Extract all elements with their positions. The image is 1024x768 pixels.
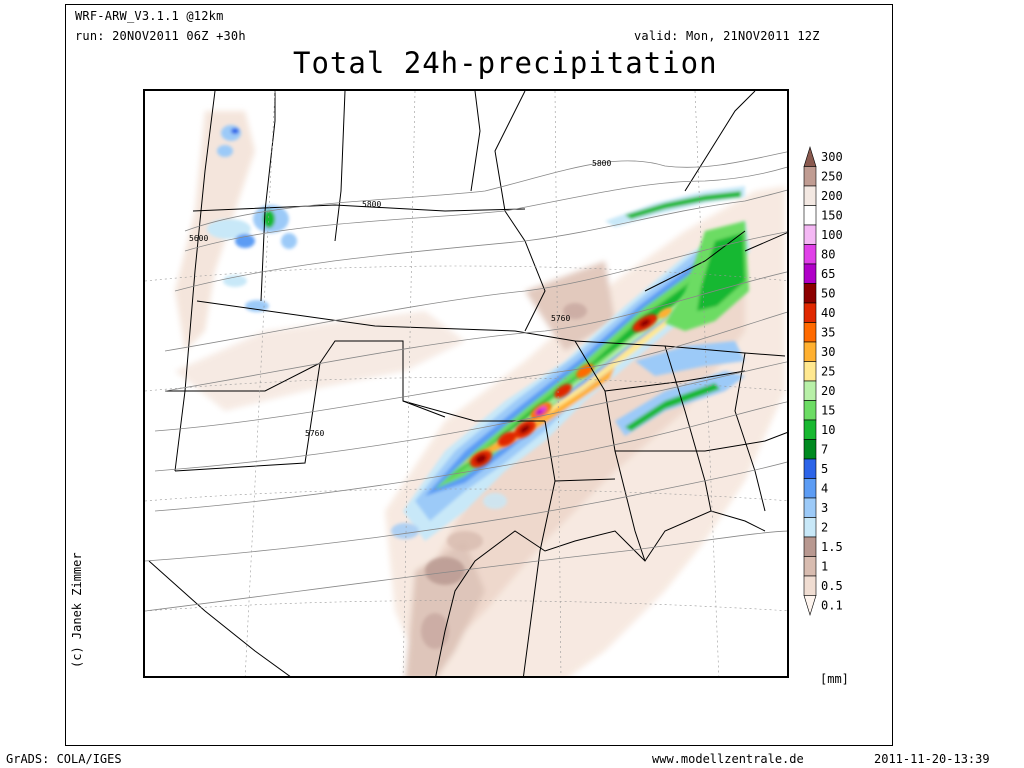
precip-heavy-cores bbox=[470, 307, 673, 468]
legend-label: 20 bbox=[821, 384, 835, 398]
legend-swatch bbox=[803, 497, 817, 518]
legend-swatch bbox=[803, 263, 817, 284]
legend-label: 4 bbox=[821, 481, 828, 495]
legend-swatch bbox=[803, 244, 817, 265]
legend-swatch bbox=[803, 536, 817, 557]
legend-swatch bbox=[803, 478, 817, 499]
legend-label: 35 bbox=[821, 325, 835, 339]
legend-label: 1 bbox=[821, 559, 828, 573]
legend-swatch bbox=[803, 400, 817, 421]
contour-label: 5760 bbox=[305, 429, 324, 438]
legend-label: 25 bbox=[821, 364, 835, 378]
legend-swatch bbox=[803, 205, 817, 226]
contour-label: 5800 bbox=[592, 159, 611, 168]
precipitation-map: 5800 5800 5600 5760 5760 bbox=[143, 89, 789, 678]
height-contours bbox=[145, 151, 787, 612]
political-boundaries bbox=[148, 91, 787, 676]
legend-unit: [mm] bbox=[820, 672, 849, 686]
author-credit: (c) Janek Zimmer bbox=[70, 552, 84, 668]
run-label: run: 20NOV2011 06Z +30h bbox=[75, 29, 246, 43]
legend-label: 0.5 bbox=[821, 579, 843, 593]
legend-label: 30 bbox=[821, 345, 835, 359]
legend-swatch bbox=[803, 341, 817, 362]
valid-label: valid: Mon, 21NOV2011 12Z bbox=[634, 29, 820, 43]
contour-label: 5800 bbox=[362, 200, 381, 209]
legend-swatch bbox=[803, 185, 817, 206]
legend-label: 0.1 bbox=[821, 598, 843, 612]
legend-swatch bbox=[803, 283, 817, 304]
color-legend: 300 250 200 150 100 80 65 50 40 35 30 25 20 15 10 7 5 4 3 2… bbox=[800, 139, 860, 633]
legend-label: 10 bbox=[821, 423, 835, 437]
legend-swatch bbox=[803, 361, 817, 382]
legend-label: 40 bbox=[821, 306, 835, 320]
legend-label: 100 bbox=[821, 228, 843, 242]
legend-label: 300 bbox=[821, 150, 843, 164]
legend-swatch bbox=[803, 595, 817, 617]
legend-label: 7 bbox=[821, 442, 828, 456]
legend-label: 80 bbox=[821, 247, 835, 261]
plot-frame bbox=[65, 4, 893, 746]
legend-label: 50 bbox=[821, 286, 835, 300]
legend-swatch bbox=[803, 556, 817, 577]
map-title: Total 24h-precipitation bbox=[293, 46, 718, 80]
legend-label: 200 bbox=[821, 189, 843, 203]
legend-swatch bbox=[803, 517, 817, 538]
legend-svg: 300 250 200 150 100 80 65 50 40 35 30 25 20 15 10 7 5 4 3 2… bbox=[803, 145, 843, 617]
model-label: WRF-ARW_V3.1.1 @12km bbox=[75, 9, 224, 23]
legend-label: 2 bbox=[821, 520, 828, 534]
legend-label: 15 bbox=[821, 403, 835, 417]
legend-swatch bbox=[803, 302, 817, 323]
legend-label: 65 bbox=[821, 267, 835, 281]
footer-timestamp: 2011-11-20-13:39 bbox=[874, 752, 990, 766]
contour-labels: 5800 5800 5600 5760 5760 bbox=[189, 159, 611, 438]
legend-swatch bbox=[803, 575, 817, 596]
precip-southeast-arm bbox=[615, 341, 745, 436]
legend-label: 3 bbox=[821, 501, 828, 515]
map-canvas: 5800 5800 5600 5760 5760 bbox=[145, 91, 787, 676]
contour-label: 5760 bbox=[551, 314, 570, 323]
legend-swatch bbox=[803, 166, 817, 187]
legend-label: 5 bbox=[821, 462, 828, 476]
legend-swatch bbox=[803, 439, 817, 460]
lat-lon-grid bbox=[145, 91, 787, 676]
legend-label: 1.5 bbox=[821, 540, 843, 554]
legend-swatch bbox=[803, 380, 817, 401]
legend-swatch bbox=[803, 145, 817, 167]
precip-northern-band bbox=[605, 186, 749, 331]
contour-label: 5600 bbox=[189, 234, 208, 243]
footer-software: GrADS: COLA/IGES bbox=[6, 752, 122, 766]
legend-swatch bbox=[803, 322, 817, 343]
legend-swatch bbox=[803, 458, 817, 479]
footer-website: www.modellzentrale.de bbox=[652, 752, 804, 766]
legend-label: 150 bbox=[821, 208, 843, 222]
legend-swatch bbox=[803, 419, 817, 440]
legend-label: 250 bbox=[821, 169, 843, 183]
legend-swatch bbox=[803, 224, 817, 245]
precip-gulf-coast bbox=[391, 303, 587, 649]
